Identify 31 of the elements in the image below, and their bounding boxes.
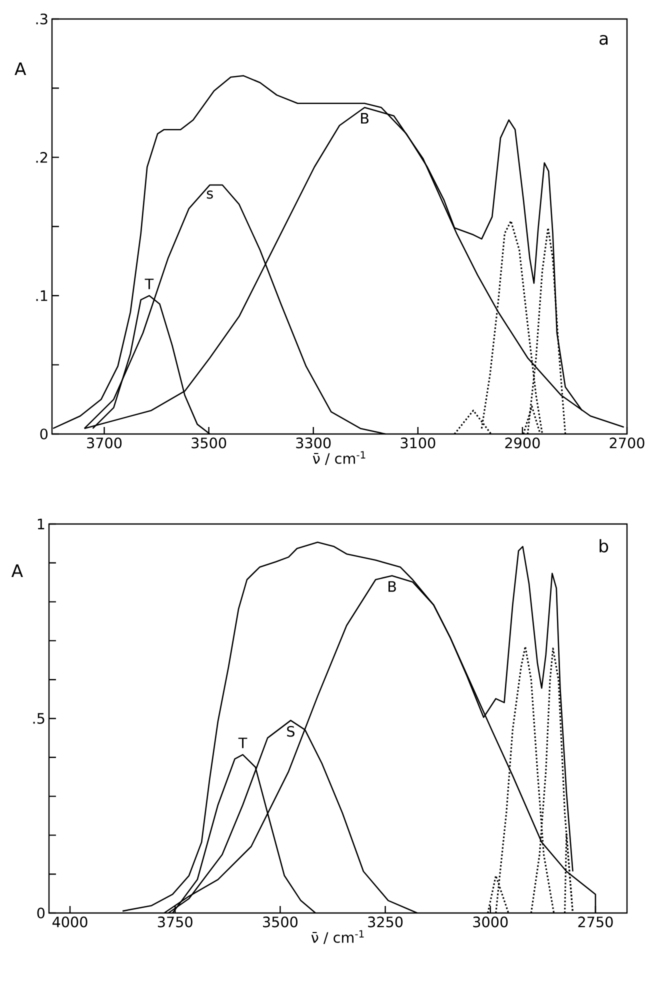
x-tick-label: 3000: [473, 916, 508, 928]
y-tick-label: 0: [40, 428, 48, 440]
series-label: s: [206, 190, 213, 199]
x-tick-label: 3250: [368, 916, 403, 928]
series-label: T: [144, 278, 154, 290]
x-tick-label: 3750: [158, 916, 192, 928]
y-tick-label: .5: [33, 713, 44, 724]
x-tick-label: 4000: [52, 916, 88, 928]
x-tick-label: 3100: [400, 438, 436, 448]
y-axis-title: A: [11, 564, 23, 577]
y-tick-label: .1: [36, 290, 48, 301]
x-tick-label: 2700: [610, 438, 644, 448]
y-tick-label: 1: [38, 518, 44, 530]
y-tick-label: .2: [36, 152, 48, 163]
series-label: T: [238, 738, 248, 748]
x-tick-label: 3300: [296, 438, 331, 448]
x-tick-label: 3500: [263, 916, 298, 928]
x-tick-label: 2900: [505, 438, 540, 448]
y-axis-title: A: [14, 62, 26, 76]
x-axis-title: ν̄ / cm$^{-1}$: [311, 930, 364, 944]
annotation: a: [600, 34, 608, 45]
series-label: B: [388, 581, 396, 592]
x-axis-title: ν̄ / cm$^{-1}$: [312, 451, 366, 466]
x-tick-label: 2750: [578, 916, 613, 928]
annotation: b: [600, 539, 608, 553]
series-label: S: [287, 726, 294, 737]
x-tick-label: 3700: [87, 438, 122, 448]
x-tick-label: 3500: [192, 438, 226, 448]
y-tick-label: 0: [37, 908, 45, 918]
series-label: B: [361, 113, 368, 124]
y-tick-label: .3: [36, 14, 48, 24]
